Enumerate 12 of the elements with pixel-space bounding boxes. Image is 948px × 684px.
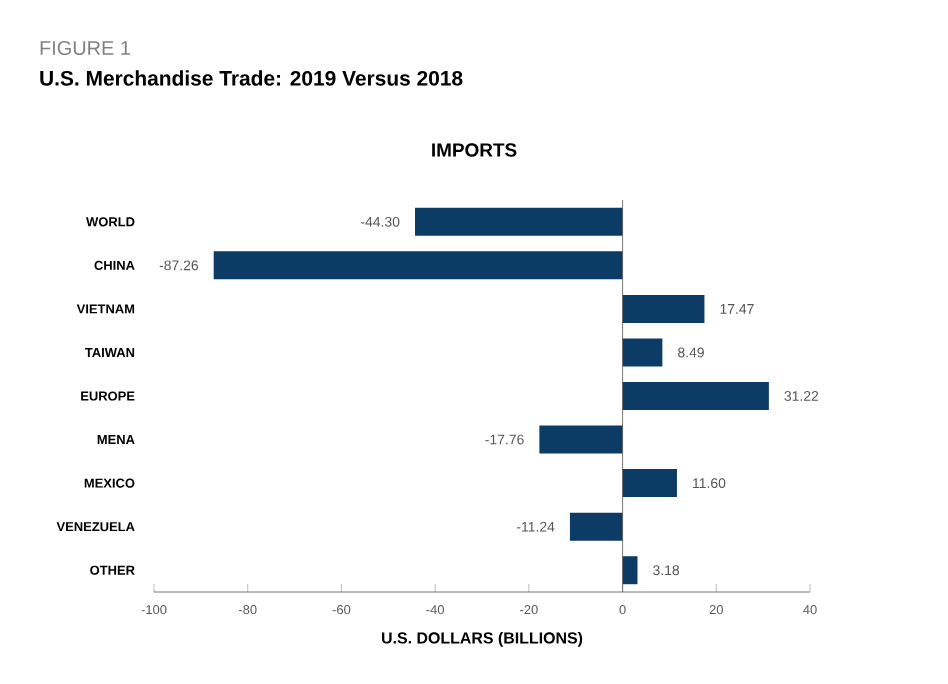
- bar: [569, 512, 623, 541]
- bar: [622, 338, 663, 367]
- bar: [415, 207, 623, 236]
- bar: [213, 251, 623, 280]
- chart-title: U.S. Merchandise Trade: 2019 Versus 2018: [40, 70, 463, 86]
- bar: [622, 382, 769, 411]
- caption: FIGURE 1: [40, 40, 130, 56]
- bar: [622, 469, 677, 498]
- bar: [622, 556, 638, 585]
- bar: [622, 294, 705, 323]
- chart-subtitle: IMPORTS: [432, 143, 517, 157]
- bar: [539, 425, 623, 454]
